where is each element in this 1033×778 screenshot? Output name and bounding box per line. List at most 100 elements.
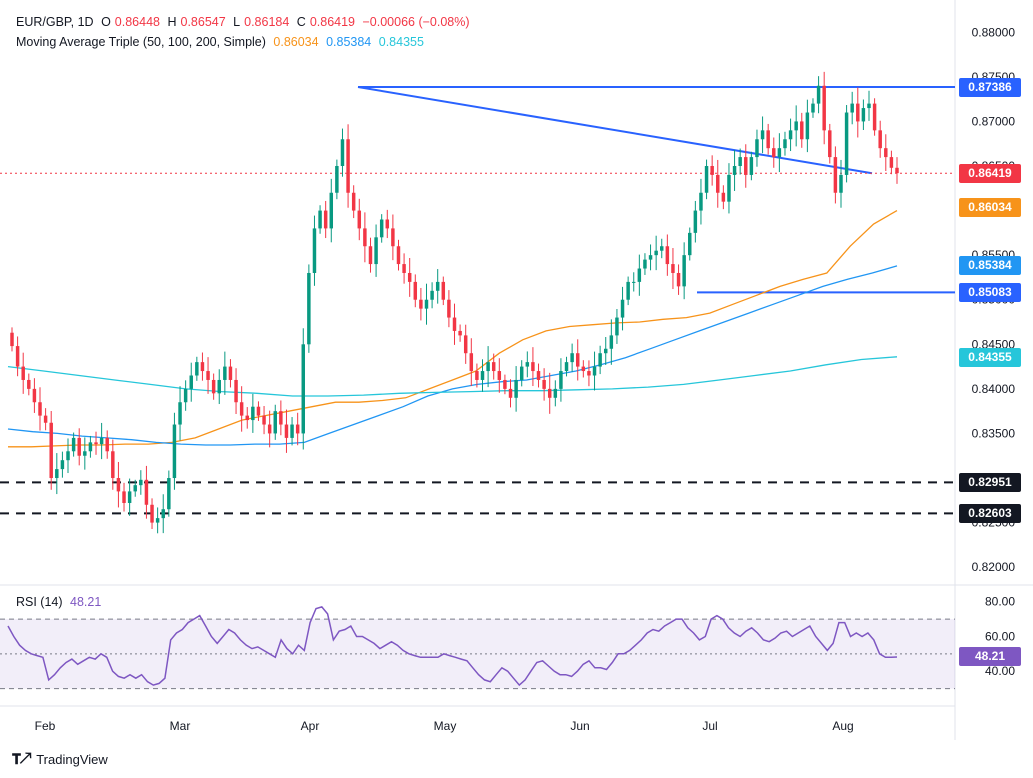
candle-body xyxy=(469,353,474,372)
candle xyxy=(643,253,647,275)
candle xyxy=(828,123,832,164)
candle-body xyxy=(570,353,574,363)
candle xyxy=(867,90,871,121)
candle-body xyxy=(732,166,737,175)
candle-body xyxy=(721,192,726,202)
candle-body xyxy=(525,362,530,367)
candle xyxy=(542,368,546,401)
high-label: H xyxy=(167,15,177,29)
candle xyxy=(105,430,109,459)
candle-body xyxy=(603,348,608,354)
candle xyxy=(122,482,126,512)
candle-body xyxy=(441,281,446,300)
candle-body xyxy=(391,228,395,247)
candle xyxy=(704,159,709,200)
candle-body xyxy=(329,192,334,229)
candle xyxy=(88,435,93,458)
candle-body xyxy=(889,157,894,168)
candle xyxy=(598,345,602,375)
ma-title: Moving Average Triple (50, 100, 200, Sim… xyxy=(16,35,266,49)
candle-body xyxy=(15,346,20,367)
price-badge: 0.87386 xyxy=(959,77,1021,97)
rsi-title: RSI (14) xyxy=(16,595,63,609)
candle-body xyxy=(671,264,675,273)
candle-body xyxy=(542,379,546,389)
candle xyxy=(290,417,294,446)
candle xyxy=(329,178,334,243)
candle-body xyxy=(55,469,59,479)
candle-body xyxy=(581,366,586,372)
candle-body xyxy=(351,192,356,211)
candle-body xyxy=(396,246,401,265)
candle-body xyxy=(514,379,518,398)
candle-body xyxy=(200,362,205,372)
candle-body xyxy=(60,460,65,470)
candle-body xyxy=(620,299,625,318)
close-value: 0.86419 xyxy=(309,15,356,29)
candle xyxy=(301,328,306,450)
candle-body xyxy=(491,362,496,372)
candle-body xyxy=(66,451,70,461)
candle-body xyxy=(800,121,804,140)
candle-body xyxy=(856,103,860,122)
candle xyxy=(749,151,754,181)
close-label: C xyxy=(296,15,306,29)
candle xyxy=(195,356,199,381)
x-tick-label: Apr xyxy=(301,719,320,733)
candle xyxy=(368,237,373,273)
candle xyxy=(816,76,821,114)
candle-body xyxy=(251,406,255,421)
candle xyxy=(559,358,563,402)
candle-body xyxy=(189,375,193,389)
open-value: 0.86448 xyxy=(114,15,160,29)
candle-body xyxy=(822,85,826,131)
candle-body xyxy=(844,112,849,175)
candle-body xyxy=(475,371,479,380)
candle xyxy=(38,387,42,431)
candle-body xyxy=(71,437,76,452)
candle xyxy=(239,386,244,432)
x-tick-label: Feb xyxy=(35,719,56,733)
candle xyxy=(665,234,670,276)
rsi-line xyxy=(7,606,898,687)
candle-body xyxy=(895,167,899,174)
x-tick-label: May xyxy=(434,719,457,733)
candle-body xyxy=(32,388,37,403)
candle xyxy=(480,359,485,392)
candle xyxy=(463,324,468,364)
time-axis: Feb Mar Apr May Jun Jul Aug xyxy=(35,719,854,733)
ma50-line xyxy=(8,210,898,448)
rsi-legend-value: 48.21 xyxy=(70,595,102,609)
candle xyxy=(800,112,804,148)
low-label: L xyxy=(233,15,241,29)
price-badge: 0.82951 xyxy=(959,472,1021,492)
candle-body xyxy=(553,388,558,398)
candle xyxy=(783,131,787,156)
candle-body xyxy=(38,402,42,416)
candle xyxy=(760,116,765,154)
candle xyxy=(878,120,882,158)
candle xyxy=(323,200,328,239)
candle-body xyxy=(357,210,362,229)
candle-body xyxy=(564,362,569,372)
candle xyxy=(21,352,25,394)
candle xyxy=(385,209,390,239)
candle xyxy=(200,352,205,381)
candle xyxy=(77,428,81,466)
candle xyxy=(139,470,143,495)
candle-body xyxy=(122,491,126,503)
candle xyxy=(503,374,507,395)
y-tick-label: 0.83500 xyxy=(972,426,1016,440)
candle xyxy=(295,412,300,446)
candle-body xyxy=(861,108,866,122)
candle xyxy=(699,178,703,225)
candle xyxy=(615,309,619,344)
candle xyxy=(531,347,535,387)
candle-body xyxy=(884,148,888,158)
candle-body xyxy=(379,219,384,238)
candle-body xyxy=(447,299,451,318)
candle xyxy=(279,400,283,436)
candle xyxy=(15,336,20,377)
candle-body xyxy=(256,406,261,416)
